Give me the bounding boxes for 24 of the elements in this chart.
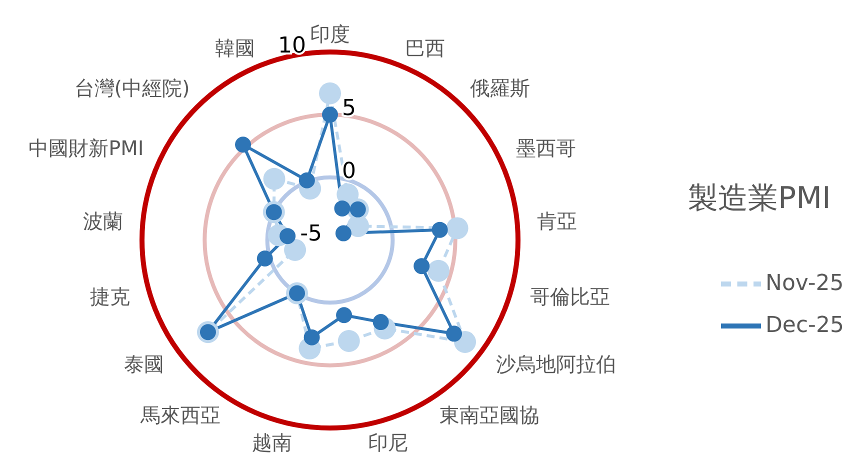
y-tick-label: 10: [278, 34, 306, 58]
spoke-label: 印度: [310, 22, 350, 46]
spoke-label: 韓國: [214, 36, 255, 60]
y-tick-label: 0: [342, 158, 356, 184]
spoke-label: 捷克: [90, 284, 130, 308]
spoke-label: 俄羅斯: [470, 76, 530, 100]
spoke-label: 沙烏地阿拉伯: [496, 352, 616, 376]
spoke-label: 墨西哥: [516, 136, 576, 160]
spoke-label: 肯亞: [537, 208, 578, 233]
spoke-label: 印尼: [368, 430, 408, 454]
y-tick-label: -5: [300, 222, 322, 246]
spoke-label: 中國財新PMI: [28, 136, 144, 160]
spoke-label: 台灣(中經院): [74, 76, 190, 100]
spoke-label: 馬來西亞: [140, 403, 220, 428]
y-tick-label: 5: [342, 96, 356, 122]
spoke-label: 波蘭: [82, 208, 123, 233]
spoke-label: 越南: [252, 430, 292, 454]
legend-label: Dec-25: [765, 313, 844, 338]
spoke-label: 東南亞國協: [440, 403, 540, 428]
text: 製造業PMI: [688, 180, 831, 218]
spoke-label: 巴西: [405, 36, 446, 60]
legend-label: Nov-25: [765, 271, 844, 296]
spoke-label: 哥倫比亞: [530, 284, 610, 308]
spoke-label: 泰國: [124, 352, 164, 376]
